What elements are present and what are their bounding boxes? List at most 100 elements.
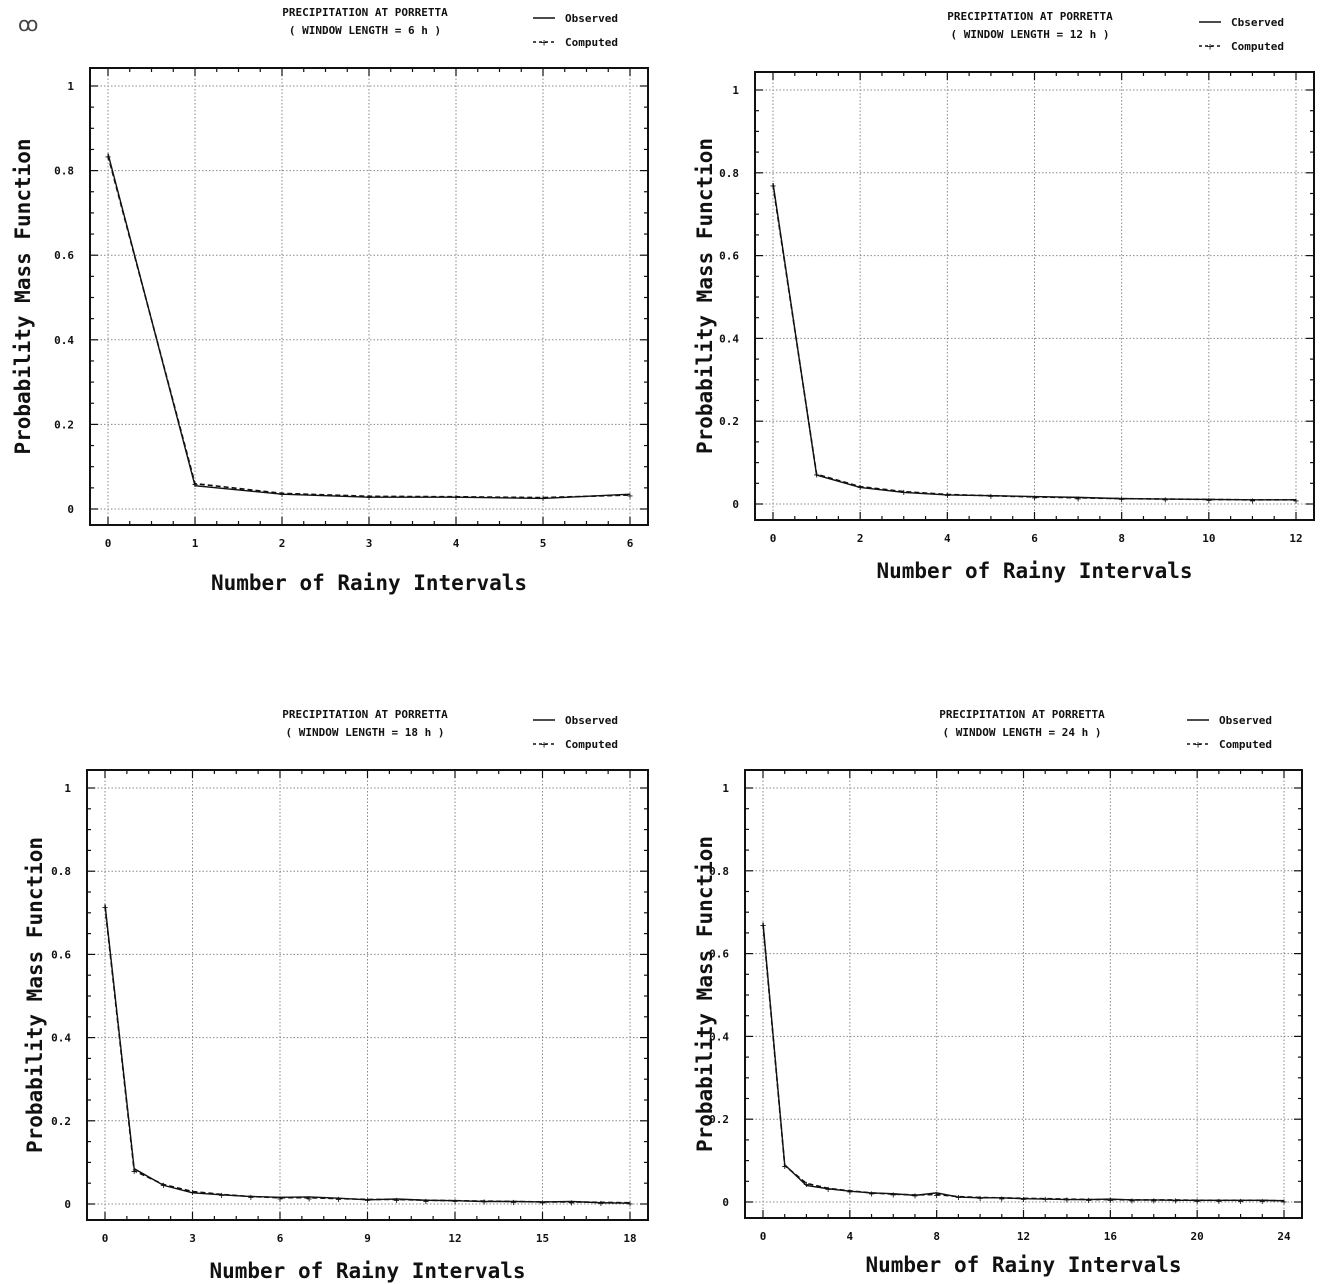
legend-marker-icon: + — [541, 738, 548, 751]
y-tick-label: 0.2 — [51, 1115, 71, 1128]
computed-point: + — [857, 483, 863, 494]
y-tick-label: 0.4 — [709, 1030, 729, 1043]
x-axis-label: Number of Rainy Intervals — [865, 1253, 1181, 1277]
computed-point: + — [988, 492, 994, 503]
series-computed-line — [762, 924, 1285, 1202]
x-tick-label: 8 — [1118, 532, 1125, 545]
chart-subtitle: ( WINDOW LENGTH = 18 h ) — [286, 726, 445, 739]
chart-subtitle: ( WINDOW LENGTH = 6 h ) — [289, 24, 441, 37]
y-tick-label: 0.2 — [709, 1113, 729, 1126]
computed-point: + — [131, 1167, 137, 1178]
x-tick-label: 12 — [1289, 532, 1302, 545]
legend-computed-label: Computed — [565, 36, 618, 49]
computed-point: + — [335, 1195, 341, 1206]
chart-subtitle: ( WINDOW LENGTH = 24 h ) — [943, 726, 1102, 739]
computed-point: + — [539, 1198, 545, 1209]
y-tick-label: 0 — [64, 1198, 71, 1211]
x-tick-label: 2 — [279, 537, 286, 550]
chart-title: PRECIPITATION AT PORRETTA — [282, 708, 448, 721]
x-tick-label: 5 — [540, 537, 547, 550]
x-tick-label: 15 — [536, 1232, 549, 1245]
chart-panel-1: 0 1 2 3 4 5 6 0 0.2 0.4 0.6 0.8 1 PRECIPITATION AT PO… — [11, 6, 649, 595]
legend-computed-label: Computed — [1231, 40, 1284, 53]
x-tick-label: 20 — [1191, 1230, 1204, 1243]
computed-point: + — [847, 1187, 853, 1198]
computed-point: + — [1238, 1196, 1244, 1207]
computed-point: + — [1293, 496, 1299, 507]
y-tick-label: 0.8 — [51, 865, 71, 878]
y-tick-label: 0.6 — [709, 948, 729, 961]
y-tick-label: 0 — [67, 503, 74, 516]
x-tick-label: 6 — [1031, 532, 1038, 545]
computed-point: + — [366, 492, 372, 503]
computed-point: + — [1020, 1194, 1026, 1205]
x-axis-label: Number of Rainy Intervals — [876, 559, 1192, 583]
chart-panel-3: 0 3 6 9 12 15 18 0 0.2 0.4 0.6 0.8 1 PRECIPITATION AT… — [23, 708, 649, 1283]
x-tick-label: 8 — [933, 1230, 940, 1243]
computed-point: + — [1075, 494, 1081, 505]
computed-point: + — [1064, 1195, 1070, 1206]
computed-point: + — [1172, 1196, 1178, 1207]
computed-point: + — [1162, 495, 1168, 506]
computed-point: + — [814, 470, 820, 481]
computed-point: + — [1206, 495, 1212, 506]
y-tick-label: 0.8 — [719, 167, 739, 180]
computed-point: + — [279, 489, 285, 500]
computed-point: + — [452, 1197, 458, 1208]
x-tick-label: 1 — [192, 537, 199, 550]
x-tick-label: 3 — [366, 537, 373, 550]
x-tick-label: 0 — [102, 1232, 109, 1245]
x-tick-label: 12 — [448, 1232, 461, 1245]
computed-point: + — [934, 1191, 940, 1202]
computed-point: + — [901, 488, 907, 499]
series-computed-line — [107, 155, 631, 499]
y-axis-label: Probability Mass Function — [11, 138, 35, 454]
computed-point: + — [1031, 493, 1037, 504]
computed-point: + — [394, 1195, 400, 1206]
chart-panel-4: 0 4 8 12 16 20 24 0 0.2 0.4 0.6 0.8 1 PRECIPITATION A… — [693, 708, 1303, 1277]
x-tick-label: 0 — [770, 532, 777, 545]
y-tick-label: 0.6 — [54, 249, 74, 262]
computed-point: + — [825, 1184, 831, 1195]
computed-point: + — [1194, 1196, 1200, 1207]
computed-point: + — [160, 1180, 166, 1191]
computed-point: + — [1151, 1196, 1157, 1207]
x-tick-label: 6 — [627, 537, 634, 550]
y-tick-label: 0.2 — [54, 418, 74, 431]
chart-title: PRECIPITATION AT PORRETTA — [939, 708, 1105, 721]
computed-point: + — [1107, 1196, 1113, 1207]
y-tick-label: 1 — [64, 782, 71, 795]
x-tick-label: 0 — [760, 1230, 767, 1243]
chart-panel-2: 0 2 4 6 8 10 12 0 0.2 0.4 0.6 0.8 1 PRECIPITATION AT … — [693, 10, 1315, 583]
computed-point: + — [782, 1162, 788, 1173]
x-tick-label: 2 — [857, 532, 864, 545]
chart-subtitle: ( WINDOW LENGTH = 12 h ) — [951, 28, 1110, 41]
y-axis-label: Probability Mass Function — [693, 138, 717, 454]
computed-point: + — [1249, 496, 1255, 507]
x-tick-label: 3 — [189, 1232, 196, 1245]
x-tick-label: 24 — [1277, 1230, 1291, 1243]
computed-point: + — [1129, 1196, 1135, 1207]
series-observed-line — [104, 904, 631, 1204]
computed-point: + — [102, 903, 108, 914]
y-tick-label: 0.2 — [719, 415, 739, 428]
computed-point: + — [955, 1193, 961, 1204]
computed-point: + — [277, 1194, 283, 1205]
computed-point: + — [627, 491, 633, 502]
legend-marker-icon: + — [541, 36, 548, 49]
legend-marker-icon: + — [1195, 738, 1202, 751]
computed-point: + — [598, 1198, 604, 1209]
chart-title: PRECIPITATION AT PORRETTA — [282, 6, 448, 19]
computed-point: + — [105, 152, 111, 163]
computed-point: + — [869, 1189, 875, 1200]
computed-point: + — [890, 1190, 896, 1201]
y-axis-label: Probability Mass Function — [23, 837, 47, 1153]
computed-point: + — [569, 1198, 575, 1209]
chart-title: PRECIPITATION AT PORRETTA — [947, 10, 1113, 23]
y-tick-label: 0.6 — [51, 948, 71, 961]
computed-point: + — [453, 493, 459, 504]
legend-marker-icon: + — [1207, 40, 1214, 53]
computed-point: + — [912, 1191, 918, 1202]
computed-point: + — [1259, 1196, 1265, 1207]
x-tick-label: 12 — [1017, 1230, 1030, 1243]
